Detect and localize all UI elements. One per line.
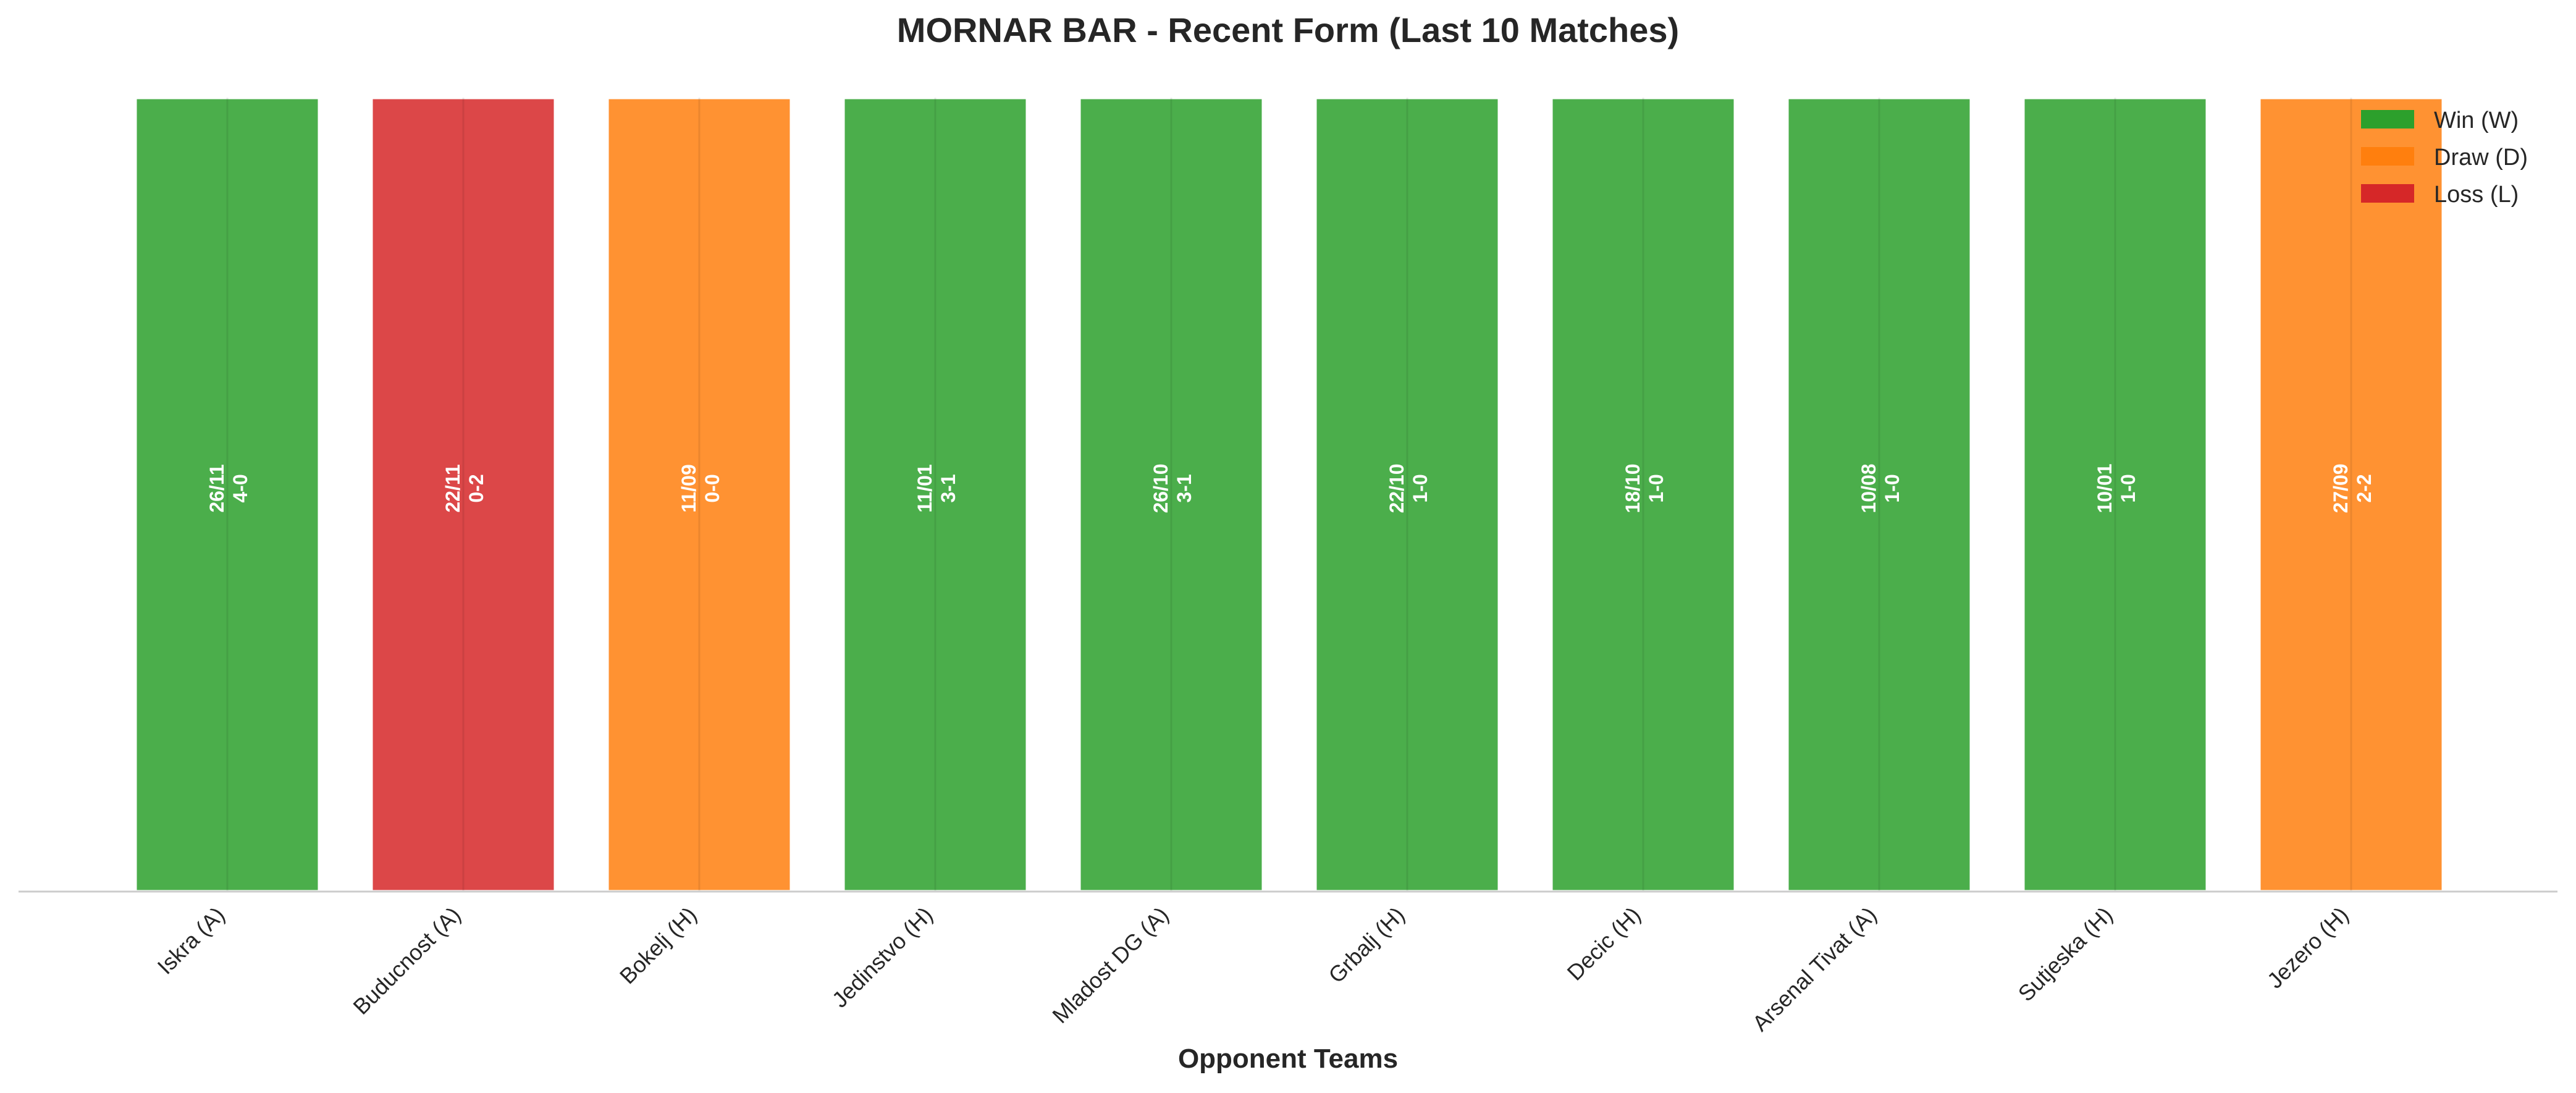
x-axis-label: Opponent Teams: [1178, 1044, 1398, 1074]
bar-label-score: 3-1: [1173, 474, 1195, 502]
legend-label: Loss (L): [2434, 182, 2519, 208]
x-tick-label: Arsenal Tivat (A): [1748, 902, 1882, 1036]
bar: [1549, 96, 1737, 893]
x-tick-labels: Iskra (A) Buducnost (A) Bokelj (H) Jedinstv…: [152, 902, 2353, 1036]
bar-label-score: 1-0: [1881, 474, 1903, 502]
legend-swatch: [2361, 110, 2414, 129]
legend-swatch: [2361, 147, 2414, 166]
bar: [841, 96, 1029, 893]
chart-title: MORNAR BAR - Recent Form (Last 10 Matche…: [897, 11, 1679, 49]
bar-label-score: 1-0: [2117, 474, 2139, 502]
x-tick-label: Jezero (H): [2262, 902, 2354, 994]
bar: [369, 96, 557, 893]
bar-label-date: 22/10: [1386, 463, 1408, 513]
bar-label-date: 11/01: [914, 464, 936, 512]
x-tick-label: Jedinstvo (H): [827, 902, 938, 1013]
bar-label-score: 1-0: [1409, 474, 1431, 502]
bar-label-date: 27/09: [2330, 463, 2352, 513]
bar: [1313, 96, 1501, 893]
bar-label-date: 10/01: [2094, 463, 2116, 513]
bar-label-date: 22/11: [442, 464, 464, 512]
bar: [133, 96, 321, 893]
bar-label-date: 26/10: [1150, 463, 1172, 513]
bars-layer: 26/114-0 22/110-2 11/090-0 11/013-1 26/103-1…: [133, 96, 2445, 893]
bar-label-date: 10/08: [1858, 463, 1880, 513]
x-tick-label: Grbalj (H): [1323, 902, 1409, 988]
legend: Win (W) Draw (D) Loss (L): [2361, 108, 2528, 208]
x-tick-label: Decic (H): [1562, 902, 1646, 985]
bar-label: 10/011-0: [2094, 463, 2139, 513]
bar-label-date: 26/11: [206, 464, 228, 512]
x-tick-label: Mladost DG (A): [1047, 902, 1173, 1028]
bar-label: 11/013-1: [914, 464, 959, 512]
bar-label-date: 18/10: [1622, 463, 1644, 513]
bar-label: 27/092-2: [2330, 463, 2375, 513]
bar-label: 11/090-0: [678, 464, 723, 512]
bar: [2257, 96, 2445, 893]
legend-label: Win (W): [2434, 108, 2519, 133]
bar-label-date: 11/09: [678, 464, 700, 512]
bar-label: 10/081-0: [1858, 463, 1903, 513]
bar-label-score: 0-0: [701, 474, 723, 502]
bar-label: 18/101-0: [1622, 463, 1667, 513]
bar-label: 26/114-0: [206, 464, 251, 512]
bar-label-score: 4-0: [229, 474, 251, 502]
bar-label: 22/101-0: [1386, 463, 1431, 513]
bar-label-score: 3-1: [937, 474, 959, 502]
bar-label: 26/103-1: [1150, 463, 1195, 513]
bar-label-score: 2-2: [2353, 474, 2375, 502]
x-tick-label: Sutjeska (H): [2013, 902, 2118, 1006]
x-tick-label: Buducnost (A): [348, 902, 465, 1019]
legend-label: Draw (D): [2434, 145, 2528, 171]
bar-label: 22/110-2: [442, 464, 487, 512]
x-tick-label: Bokelj (H): [615, 902, 702, 989]
x-tick-label: Iskra (A): [152, 902, 229, 979]
bar: [1077, 96, 1265, 893]
bar-label-score: 0-2: [465, 474, 487, 502]
bar-label-score: 1-0: [1645, 474, 1667, 502]
bar: [605, 96, 793, 893]
legend-swatch: [2361, 184, 2414, 203]
